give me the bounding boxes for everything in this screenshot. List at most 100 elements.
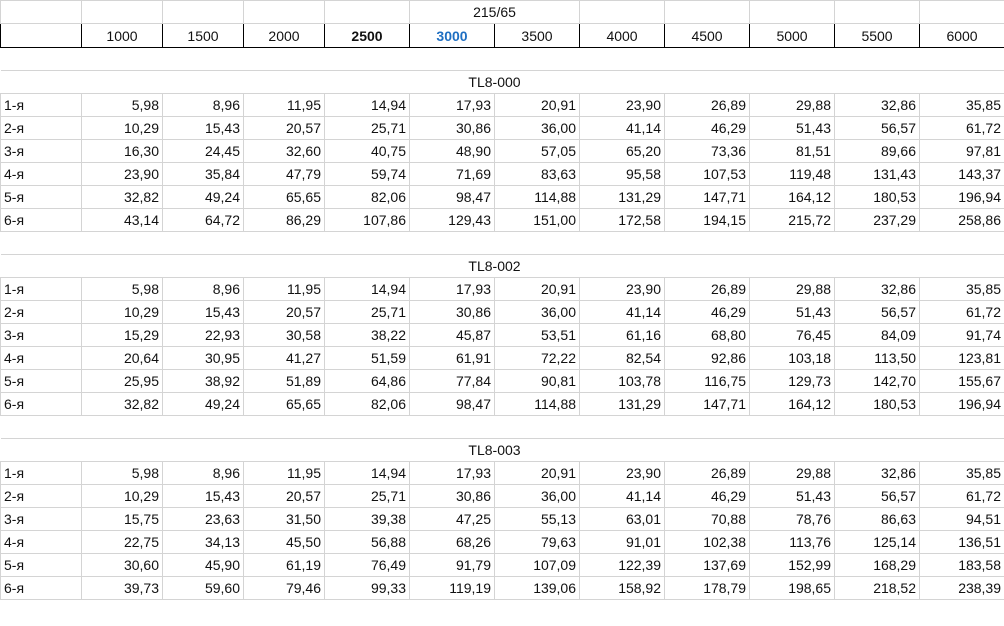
speed-value-cell[interactable]: 40,75 — [324, 139, 410, 163]
speed-value-cell[interactable]: 51,43 — [749, 300, 836, 324]
cell[interactable] — [919, 231, 1004, 255]
speed-value-cell[interactable]: 30,86 — [409, 484, 495, 508]
cell[interactable] — [834, 47, 920, 71]
speed-value-cell[interactable]: 107,53 — [664, 162, 751, 186]
cell[interactable] — [0, 438, 82, 462]
speed-value-cell[interactable]: 32,86 — [834, 277, 921, 301]
cell[interactable] — [494, 47, 580, 71]
speed-value-cell[interactable]: 20,57 — [243, 300, 325, 324]
speed-value-cell[interactable]: 24,45 — [162, 139, 244, 163]
speed-value-cell[interactable]: 11,95 — [243, 277, 325, 301]
speed-value-cell[interactable]: 76,45 — [749, 323, 836, 347]
cell[interactable] — [162, 415, 244, 439]
speed-value-cell[interactable]: 20,64 — [81, 346, 163, 370]
speed-value-cell[interactable]: 119,19 — [409, 576, 495, 600]
speed-value-cell[interactable]: 139,06 — [493, 576, 581, 600]
cell[interactable] — [0, 47, 82, 71]
speed-value-cell[interactable]: 36,00 — [493, 484, 581, 508]
cell[interactable] — [81, 47, 163, 71]
cell[interactable] — [324, 254, 410, 278]
speed-value-cell[interactable]: 22,93 — [162, 323, 244, 347]
speed-value-cell[interactable]: 81,51 — [749, 139, 836, 163]
cell[interactable] — [162, 0, 244, 24]
speed-value-cell[interactable]: 61,91 — [409, 346, 495, 370]
speed-value-cell[interactable]: 5,98 — [81, 277, 163, 301]
speed-value-cell[interactable]: 31,50 — [243, 507, 325, 531]
speed-value-cell[interactable]: 39,38 — [324, 507, 410, 531]
speed-value-cell[interactable]: 65,65 — [243, 185, 325, 209]
speed-value-cell[interactable]: 89,66 — [834, 139, 921, 163]
speed-value-cell[interactable]: 107,86 — [324, 208, 410, 232]
cell[interactable] — [324, 47, 410, 71]
speed-value-cell[interactable]: 22,75 — [81, 530, 163, 554]
speed-value-cell[interactable]: 86,29 — [243, 208, 325, 232]
cell[interactable] — [81, 231, 163, 255]
cell[interactable] — [664, 47, 750, 71]
speed-value-cell[interactable]: 45,90 — [162, 553, 244, 577]
gear-label[interactable]: 4-я — [0, 530, 82, 554]
cell[interactable] — [162, 47, 244, 71]
speed-value-cell[interactable]: 131,43 — [834, 162, 921, 186]
speed-value-cell[interactable]: 84,09 — [834, 323, 921, 347]
cell[interactable] — [919, 70, 1004, 94]
gear-label[interactable]: 4-я — [0, 162, 82, 186]
section-title[interactable]: TL8-003 — [409, 438, 580, 462]
speed-value-cell[interactable]: 129,73 — [749, 369, 836, 393]
cell[interactable] — [579, 47, 665, 71]
speed-value-cell[interactable]: 38,92 — [162, 369, 244, 393]
speed-value-cell[interactable]: 61,72 — [919, 484, 1004, 508]
gear-label[interactable]: 6-я — [0, 208, 82, 232]
speed-value-cell[interactable]: 46,29 — [664, 484, 751, 508]
rpm-header-cell[interactable]: 1000 — [81, 23, 163, 48]
speed-value-cell[interactable]: 123,81 — [919, 346, 1004, 370]
speed-value-cell[interactable]: 131,29 — [579, 392, 666, 416]
speed-value-cell[interactable]: 65,65 — [243, 392, 325, 416]
speed-value-cell[interactable]: 151,00 — [493, 208, 581, 232]
cell[interactable] — [81, 254, 163, 278]
cell[interactable] — [409, 47, 495, 71]
cell[interactable] — [324, 415, 410, 439]
speed-value-cell[interactable]: 29,88 — [749, 93, 836, 117]
speed-value-cell[interactable]: 68,26 — [409, 530, 495, 554]
speed-value-cell[interactable]: 103,78 — [579, 369, 666, 393]
speed-value-cell[interactable]: 94,51 — [919, 507, 1004, 531]
cell[interactable] — [579, 231, 665, 255]
speed-value-cell[interactable]: 38,22 — [324, 323, 410, 347]
speed-value-cell[interactable]: 61,19 — [243, 553, 325, 577]
rpm-header-cell[interactable]: 2500 — [324, 23, 410, 48]
speed-value-cell[interactable]: 55,13 — [493, 507, 581, 531]
speed-value-cell[interactable]: 45,50 — [243, 530, 325, 554]
speed-value-cell[interactable]: 26,89 — [664, 461, 751, 485]
cell[interactable] — [324, 438, 410, 462]
speed-value-cell[interactable]: 35,84 — [162, 162, 244, 186]
speed-value-cell[interactable]: 71,69 — [409, 162, 495, 186]
gear-label[interactable]: 3-я — [0, 323, 82, 347]
cell[interactable] — [834, 415, 920, 439]
cell[interactable] — [919, 438, 1004, 462]
speed-value-cell[interactable]: 147,71 — [664, 392, 751, 416]
speed-value-cell[interactable]: 15,29 — [81, 323, 163, 347]
speed-value-cell[interactable]: 10,29 — [81, 300, 163, 324]
speed-value-cell[interactable]: 45,87 — [409, 323, 495, 347]
speed-value-cell[interactable]: 23,63 — [162, 507, 244, 531]
speed-value-cell[interactable]: 30,86 — [409, 300, 495, 324]
cell[interactable] — [162, 254, 244, 278]
gear-label[interactable]: 1-я — [0, 93, 82, 117]
speed-value-cell[interactable]: 142,70 — [834, 369, 921, 393]
cell[interactable] — [162, 70, 244, 94]
speed-value-cell[interactable]: 17,93 — [409, 277, 495, 301]
speed-value-cell[interactable]: 147,71 — [664, 185, 751, 209]
cell[interactable] — [579, 0, 666, 24]
speed-value-cell[interactable]: 23,90 — [579, 93, 666, 117]
speed-value-cell[interactable]: 34,13 — [162, 530, 244, 554]
speed-value-cell[interactable]: 82,06 — [324, 185, 410, 209]
speed-value-cell[interactable]: 99,33 — [324, 576, 410, 600]
speed-value-cell[interactable]: 41,27 — [243, 346, 325, 370]
speed-value-cell[interactable]: 8,96 — [162, 93, 244, 117]
speed-value-cell[interactable]: 23,90 — [81, 162, 163, 186]
speed-value-cell[interactable]: 8,96 — [162, 461, 244, 485]
cell[interactable] — [409, 231, 495, 255]
speed-value-cell[interactable]: 20,57 — [243, 116, 325, 140]
speed-value-cell[interactable]: 119,48 — [749, 162, 836, 186]
gear-label[interactable]: 2-я — [0, 484, 82, 508]
